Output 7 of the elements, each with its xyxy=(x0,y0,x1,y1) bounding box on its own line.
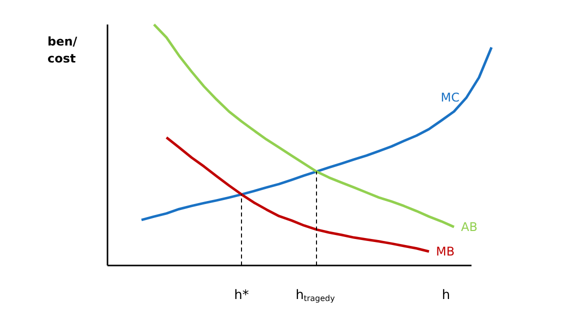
x-axis-title: h xyxy=(442,288,450,303)
y-axis-title: ben/ cost xyxy=(48,34,78,66)
series-label: AB xyxy=(461,220,478,234)
x-tick-label: htragedy xyxy=(296,288,336,303)
series-label: MB xyxy=(436,244,455,259)
series-label: MC xyxy=(440,90,460,104)
x-tick-label: h* xyxy=(234,288,250,303)
